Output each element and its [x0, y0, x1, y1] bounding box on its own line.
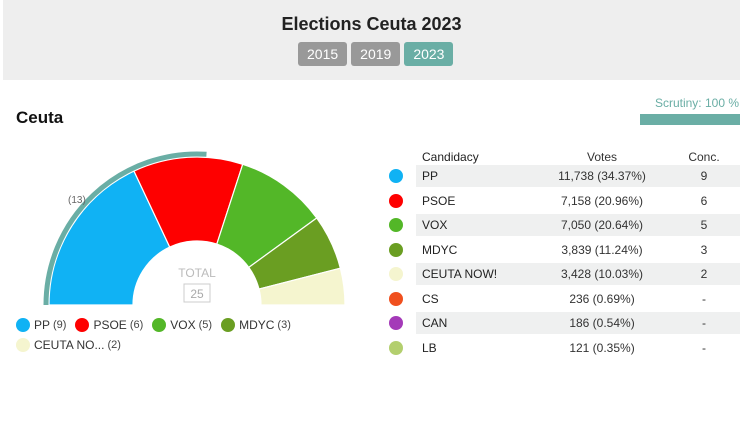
legend-swatch-pp	[16, 318, 30, 332]
legend-item-psoe[interactable]: PSOE (6)	[75, 318, 143, 332]
scrutiny-progress-fill	[640, 114, 740, 125]
party-name: LB	[422, 340, 437, 355]
results-table: Candidacy Votes Conc. PP 11,738 (34.37%) 9…	[386, 146, 740, 360]
legend: PP (9) PSOE (6) VOX (5) MDYC (3) CEUTA N…	[16, 318, 346, 358]
majority-note: (13)	[68, 195, 86, 206]
table-row[interactable]: LB 121 (0.35%) -	[386, 336, 740, 361]
legend-row: CEUTA NO... (2)	[16, 338, 346, 352]
header-candidacy[interactable]: Candidacy	[422, 150, 479, 164]
year-button-2019[interactable]: 2019	[351, 42, 401, 66]
legend-item-mdyc[interactable]: MDYC (3)	[221, 318, 291, 332]
legend-item-vox[interactable]: VOX (5)	[152, 318, 212, 332]
scrutiny-label: Scrutiny: 100 %	[654, 96, 739, 110]
scrutiny-progress-bar	[640, 114, 740, 125]
legend-swatch-mdyc	[221, 318, 236, 332]
legend-count: (5)	[198, 319, 213, 331]
party-votes: 3,839 (11.24%)	[561, 242, 643, 257]
legend-item-pp[interactable]: PP (9)	[16, 318, 66, 332]
party-color-dot	[389, 242, 403, 257]
party-color-dot	[389, 218, 403, 233]
party-color-dot	[389, 340, 403, 355]
legend-row: PP (9) PSOE (6) VOX (5) MDYC (3)	[16, 318, 346, 332]
table-row[interactable]: PP 11,738 (34.37%) 9	[386, 164, 740, 189]
region-title: Ceuta	[16, 108, 64, 127]
party-votes: 3,428 (10.03%)	[560, 267, 644, 282]
results-table-body: PP 11,738 (34.37%) 9 PSOE 7,158 (20.96%) 6 VOX…	[386, 164, 740, 360]
legend-swatch-vox	[152, 318, 167, 332]
majority-arc	[43, 151, 207, 306]
hemicycle-total-seats: 25	[190, 287, 204, 301]
party-votes: 11,738 (34.37%)	[558, 169, 646, 184]
party-name: MDYC	[422, 242, 458, 257]
legend-label: MDYC	[239, 318, 275, 332]
year-button-2015[interactable]: 2015	[298, 42, 348, 66]
table-row[interactable]: CAN 186 (0.54%) -	[386, 311, 740, 336]
party-votes: 7,050 (20.64%)	[560, 218, 644, 233]
party-color-dot	[389, 193, 403, 208]
party-name: CAN	[422, 316, 448, 331]
party-votes: 121 (0.35%)	[569, 340, 635, 355]
party-seats: 9	[700, 169, 708, 184]
header-votes[interactable]: Votes	[586, 150, 618, 164]
party-seats: 2	[700, 267, 708, 282]
year-button-2023[interactable]: 2023	[404, 42, 454, 66]
party-color-dot	[389, 291, 403, 306]
hemicycle-center	[133, 241, 261, 310]
legend-swatch-psoe	[75, 318, 90, 332]
party-name: VOX	[422, 218, 448, 233]
party-seats: 3	[700, 242, 708, 257]
party-color-dot	[389, 169, 403, 184]
party-votes: 7,158 (20.96%)	[560, 193, 644, 208]
year-selector: 2015 2019 2023	[298, 42, 454, 66]
party-seats: -	[702, 316, 706, 331]
legend-label: PP	[34, 318, 51, 332]
header-bar: Elections Ceuta 2023 2015 2019 2023	[3, 0, 740, 80]
legend-label: CEUTA NO...	[34, 338, 105, 352]
table-row[interactable]: MDYC 3,839 (11.24%) 3	[386, 238, 740, 263]
party-seats: 6	[700, 193, 708, 208]
legend-count: (2)	[107, 339, 121, 351]
hemicycle-total-label: TOTAL	[178, 266, 216, 280]
party-name: CS	[422, 291, 439, 306]
table-row[interactable]: CEUTA NOW! 3,428 (10.03%) 2	[386, 262, 740, 287]
table-row[interactable]: PSOE 7,158 (20.96%) 6	[386, 189, 740, 214]
legend-label: VOX	[170, 318, 196, 332]
legend-label: PSOE	[93, 318, 127, 332]
legend-item-ceuta-now[interactable]: CEUTA NO... (2)	[16, 338, 121, 352]
legend-count: (6)	[129, 319, 144, 331]
hemicycle-total-box	[183, 283, 211, 303]
header-conc[interactable]: Conc.	[688, 150, 720, 164]
party-votes: 236 (0.69%)	[569, 291, 635, 306]
table-row[interactable]: CS 236 (0.69%) -	[386, 287, 740, 312]
table-row[interactable]: VOX 7,050 (20.64%) 5	[386, 213, 740, 238]
legend-swatch-ceuta-now	[16, 338, 30, 352]
party-seats: 5	[700, 218, 708, 233]
party-votes: 186 (0.54%)	[569, 316, 635, 331]
party-seats: -	[702, 340, 706, 355]
party-name: CEUTA NOW!	[422, 267, 498, 282]
legend-count: (9)	[53, 319, 67, 331]
legend-count: (3)	[277, 319, 291, 331]
hemicycle-chart: TOTAL 25	[43, 151, 346, 310]
party-color-dot	[389, 267, 403, 282]
party-name: PSOE	[422, 193, 456, 208]
party-color-dot	[389, 316, 403, 331]
party-seats: -	[702, 291, 706, 306]
party-name: PP	[422, 169, 439, 184]
results-table-header: Candidacy Votes Conc.	[386, 146, 740, 164]
page-title: Elections Ceuta 2023	[281, 14, 462, 34]
